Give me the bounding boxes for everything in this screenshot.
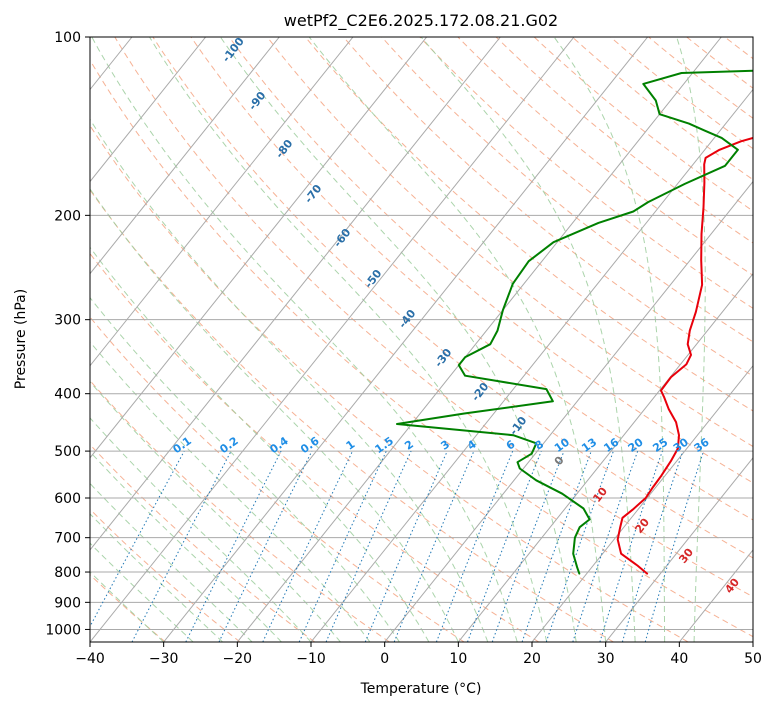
moist-adiabat-line: [219, 37, 577, 642]
x-tick-label: 40: [670, 651, 688, 667]
dry-adiabat-line: [90, 443, 315, 642]
mixing-ratio-line: [364, 450, 448, 642]
moist-adiabat-line: [420, 37, 636, 642]
temperature-profile-line: [616, 136, 753, 575]
y-tick-label: 700: [54, 531, 81, 547]
moist-adiabat-line: [90, 118, 489, 642]
dry-adiabat-line: [495, 37, 753, 244]
x-tick-label: 10: [449, 651, 467, 667]
moist-adiabat-line: [90, 188, 459, 642]
moist-adiabat-line: [91, 37, 518, 642]
mixing-ratio-line: [393, 450, 475, 642]
mixing-ratio-line: [325, 450, 412, 642]
x-axis-title: Temperature (°C): [360, 681, 482, 697]
y-tick-label: 500: [54, 444, 81, 460]
moist-adiabat-line: [308, 37, 607, 642]
y-axis-title: Pressure (hPa): [13, 289, 29, 389]
chart-title: wetPf2_C2E6.2025.172.08.21.G02: [284, 11, 558, 31]
dry-adiabat-line: [90, 124, 689, 642]
y-tick-label: 600: [54, 491, 81, 507]
x-tick-label: −10: [296, 651, 326, 667]
dry-adiabat-line: [305, 37, 753, 412]
x-tick-label: 50: [744, 651, 762, 667]
mixing-ratio-line: [298, 450, 387, 642]
dry-adiabat-line: [90, 508, 241, 642]
dry-adiabat-line: [90, 252, 540, 642]
moist-adiabat-line: [90, 451, 282, 642]
x-tick-label: −20: [223, 651, 253, 667]
y-tick-label: 800: [54, 565, 81, 581]
mixing-ratio-line: [545, 450, 614, 642]
mixing-ratio-line: [599, 450, 663, 642]
mixing-ratio-line: [644, 450, 705, 642]
moist-adiabat-line: [90, 482, 253, 642]
isotherm-line: [605, 457, 753, 642]
dry-adiabat-line: [114, 37, 753, 598]
x-tick-label: 0: [380, 651, 389, 667]
isotherm-line: [384, 180, 753, 642]
isotherm-line: [163, 37, 649, 642]
moist-adiabat-line: [90, 296, 400, 642]
mixing-ratio-line: [90, 450, 185, 628]
isotherm-line: [457, 272, 753, 642]
dry-adiabat-line: [228, 37, 753, 484]
isotherm-line: [90, 37, 575, 642]
y-tick-label: 300: [54, 313, 81, 329]
dry-adiabat-line: [381, 37, 753, 343]
moist-adiabat-line: [90, 513, 223, 642]
dry-adiabat-line: [533, 37, 753, 212]
y-tick-label: 200: [54, 208, 81, 224]
dry-adiabat-line: [90, 316, 465, 642]
mixing-ratio-line: [218, 450, 313, 642]
dry-adiabat-line: [343, 37, 753, 377]
dry-adiabat-line: [90, 189, 614, 642]
moist-adiabat-line: [90, 571, 165, 642]
isotherm-line: [90, 37, 280, 275]
mixing-ratio-line: [572, 450, 639, 642]
dry-adiabat-line: [90, 59, 753, 638]
x-tick-label: −40: [75, 651, 105, 667]
moist-adiabat-line: [90, 542, 194, 642]
isotherm-line: [236, 37, 722, 642]
moist-adiabat-line: [676, 37, 706, 642]
moist-adiabat-line: [553, 37, 666, 642]
plot-frame: [89, 36, 754, 643]
mixing-ratio-line: [521, 450, 592, 642]
y-tick-label: 100: [54, 30, 81, 46]
y-tick-label: 1000: [45, 622, 81, 638]
isotherm-line: [90, 37, 501, 551]
isotherm-line: [90, 37, 207, 183]
isotherm-line: [90, 37, 354, 367]
y-tick-label: 900: [54, 595, 81, 611]
x-tick-label: −30: [149, 651, 179, 667]
isotherm-line: [90, 37, 428, 459]
moist-adiabat-line: [90, 341, 371, 642]
x-tick-label: 30: [597, 651, 615, 667]
x-tick-label: 20: [523, 651, 541, 667]
y-tick-label: 400: [54, 387, 81, 403]
dry-adiabat-line: [190, 37, 753, 521]
isotherm-line: [310, 88, 753, 642]
isotherm-line: [531, 364, 753, 642]
dry-adiabat-line: [152, 37, 753, 559]
mixing-ratio-line: [262, 450, 353, 642]
dewpoint-profile-line: [396, 69, 753, 575]
mixing-ratio-line: [621, 450, 684, 642]
